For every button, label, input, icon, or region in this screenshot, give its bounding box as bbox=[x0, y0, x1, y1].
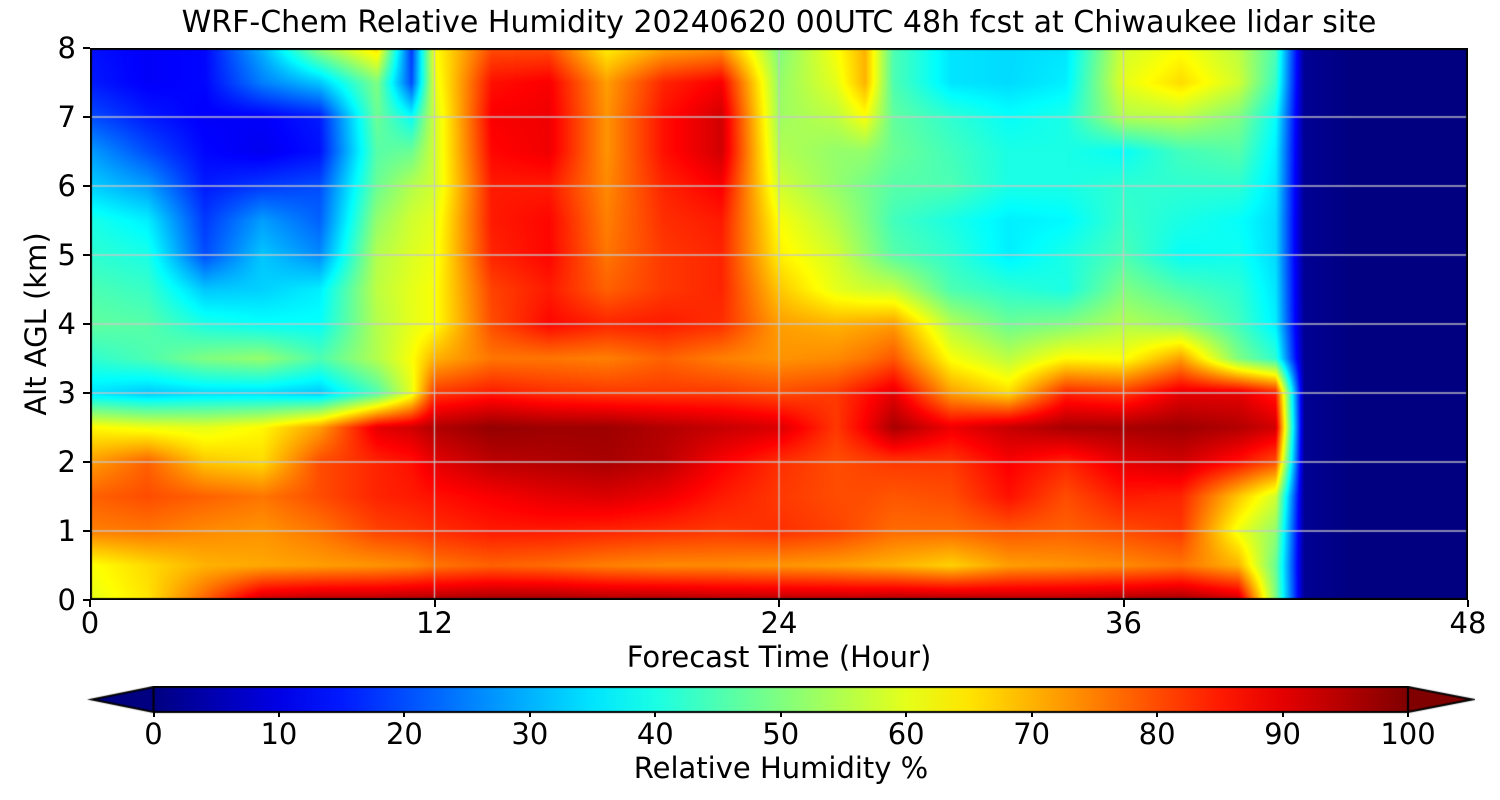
chart-title: WRF-Chem Relative Humidity 20240620 00UT… bbox=[181, 5, 1377, 40]
colorbar-tick-mark bbox=[1281, 712, 1284, 717]
colorbar-tick-mark bbox=[654, 712, 657, 717]
x-tick-mark bbox=[1467, 600, 1469, 607]
x-tick-label: 36 bbox=[1105, 606, 1142, 640]
x-tick-mark bbox=[89, 600, 91, 607]
y-tick-mark bbox=[83, 323, 90, 325]
colorbar-tick-mark bbox=[1407, 712, 1409, 717]
y-tick-mark bbox=[83, 392, 90, 394]
y-tick-label: 0 bbox=[57, 583, 76, 617]
colorbar-tick-label: 30 bbox=[511, 717, 549, 751]
y-tick-mark bbox=[83, 185, 90, 187]
y-tick-label: 4 bbox=[57, 307, 76, 341]
x-tick-mark bbox=[1122, 600, 1125, 607]
y-tick-label: 6 bbox=[57, 169, 76, 203]
colorbar-tick-mark bbox=[905, 712, 908, 717]
x-tick-label: 0 bbox=[80, 606, 100, 640]
plot-area bbox=[90, 48, 1468, 600]
colorbar-tick-label: 0 bbox=[144, 717, 163, 751]
y-tick-mark bbox=[83, 47, 90, 49]
x-axis-label: Forecast Time (Hour) bbox=[626, 640, 932, 674]
y-tick-label: 3 bbox=[57, 376, 76, 410]
x-tick-label: 24 bbox=[760, 606, 798, 640]
y-tick-label: 2 bbox=[57, 445, 76, 479]
x-tick-label: 12 bbox=[416, 606, 453, 640]
colorbar-tick-mark bbox=[277, 712, 280, 717]
x-tick-mark bbox=[778, 600, 780, 607]
y-tick-label: 8 bbox=[57, 31, 76, 65]
colorbar-tick-label: 70 bbox=[1013, 717, 1051, 751]
colorbar-tick-label: 80 bbox=[1138, 717, 1176, 751]
y-tick-mark bbox=[83, 461, 90, 463]
y-tick-label: 5 bbox=[57, 238, 76, 272]
y-tick-label: 7 bbox=[57, 100, 76, 134]
colorbar-tick-label: 90 bbox=[1264, 717, 1301, 751]
colorbar-tick-mark bbox=[1030, 712, 1033, 717]
y-tick-mark bbox=[83, 254, 90, 256]
y-tick-mark bbox=[83, 599, 90, 601]
heatmap-canvas bbox=[90, 48, 1468, 600]
colorbar-tick-label: 10 bbox=[260, 717, 298, 751]
colorbar-tick-mark bbox=[779, 712, 782, 717]
colorbar-tick-label: 20 bbox=[385, 717, 423, 751]
colorbar-tick-mark bbox=[403, 712, 406, 717]
colorbar-tick-label: 60 bbox=[887, 717, 925, 751]
colorbar-tick-mark bbox=[1156, 712, 1159, 717]
x-tick-mark bbox=[433, 600, 436, 607]
y-tick-label: 1 bbox=[57, 514, 76, 548]
colorbar-tick-label: 100 bbox=[1380, 717, 1436, 751]
colorbar-tick-label: 50 bbox=[762, 717, 800, 751]
colorbar-canvas bbox=[85, 686, 1475, 714]
colorbar-tick-label: 40 bbox=[636, 717, 674, 751]
y-tick-mark bbox=[83, 116, 90, 118]
colorbar-tick-mark bbox=[528, 712, 531, 717]
colorbar-tick-mark bbox=[152, 712, 155, 717]
x-tick-label: 48 bbox=[1449, 606, 1487, 640]
colorbar-label: Relative Humidity % bbox=[633, 751, 929, 785]
y-tick-mark bbox=[83, 530, 90, 532]
y-axis-label: Alt AGL (km) bbox=[19, 232, 53, 416]
